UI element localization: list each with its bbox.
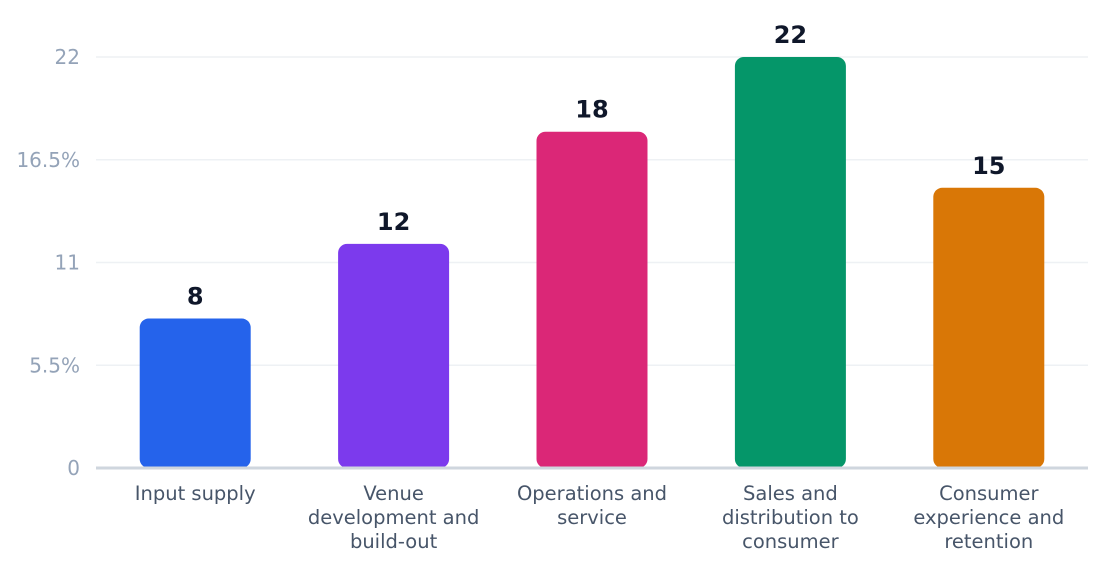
x-tick-label-line: Venue [363,482,424,505]
x-tick-label-line: Consumer [939,482,1039,505]
bar [338,243,450,468]
x-tick-label-line: retention [944,530,1033,553]
bar [536,131,648,468]
x-tick-label: Operations and service [517,482,667,529]
x-tick-label: Input supply [135,482,256,505]
bars [139,57,1045,469]
bar [933,187,1045,469]
x-axis-labels: Input supply Venue development and build-ou… [135,482,1065,553]
y-tick-label: 0 [67,456,80,480]
x-tick-label-line: build-out [350,530,438,553]
y-tick-label: 16.5% [16,148,80,172]
bar-value-label: 12 [377,208,410,236]
value-labels: 8 12 18 22 15 [187,21,1006,311]
bar-value-label: 8 [187,283,204,311]
y-tick-label: 5.5% [29,353,80,377]
y-axis-ticks: 0 5.5% 11 16.5% 22 [16,45,80,480]
x-tick-label-line: Operations and [517,482,667,505]
x-tick-label: Consumer experience and retention [913,482,1064,553]
x-tick-label-line: Sales and [743,482,838,505]
bar [734,57,846,468]
bar [139,318,251,468]
y-tick-label: 22 [55,45,80,69]
bar-value-label: 18 [575,96,608,124]
x-tick-label: Venue development and build-out [308,482,480,553]
bar-value-label: 22 [774,21,807,49]
bar-value-label: 15 [972,152,1005,180]
x-tick-label-line: Input supply [135,482,256,505]
x-tick-label-line: service [557,506,627,529]
x-tick-label-line: consumer [742,530,840,553]
x-tick-label-line: distribution to [722,506,859,529]
x-tick-label: Sales and distribution to consumer [722,482,859,553]
y-tick-label: 11 [55,251,80,275]
x-tick-label-line: experience and [913,506,1064,529]
x-tick-label-line: development and [308,506,480,529]
